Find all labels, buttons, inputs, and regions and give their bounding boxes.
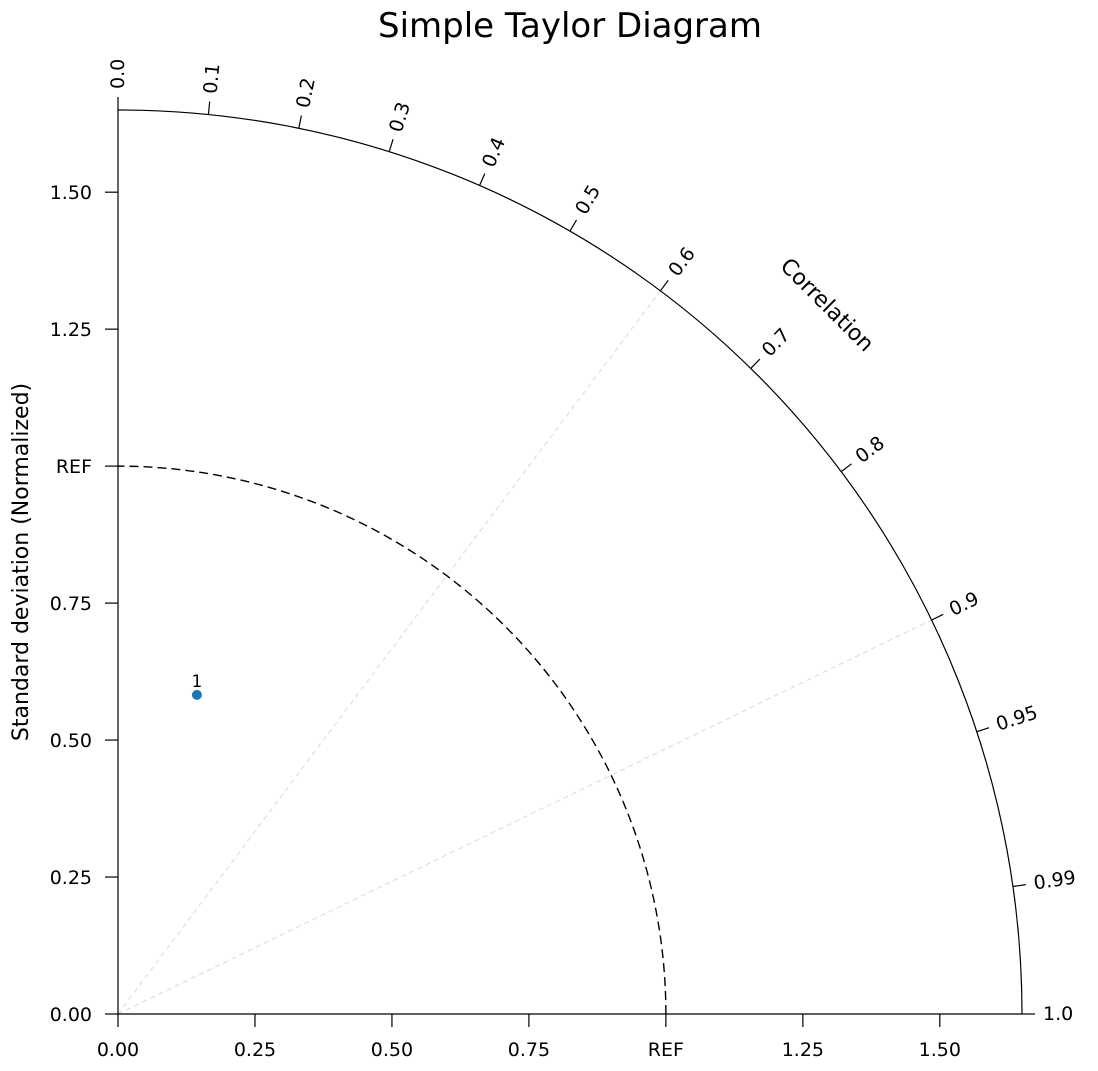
y-axis-label: Standard deviation (Normalized) bbox=[9, 383, 34, 741]
corr-tick-label: 0.7 bbox=[758, 324, 795, 361]
corr-tick-label: 1.0 bbox=[1043, 1003, 1073, 1025]
data-point-label: 1 bbox=[191, 672, 202, 692]
reference-arc bbox=[117, 465, 667, 1015]
y-tick-label: REF bbox=[56, 456, 92, 478]
correlation-gridlines bbox=[117, 290, 932, 1015]
corr-tick-label: 0.95 bbox=[993, 702, 1040, 736]
data-point-marker bbox=[191, 689, 202, 700]
corr-tick-label: 0.99 bbox=[1032, 867, 1077, 895]
std-x-ticks: 0.00 0.25 0.50 0.75 REF 1.25 1.50 bbox=[97, 1014, 961, 1061]
corr-tick-label: 0.9 bbox=[946, 588, 983, 621]
gridline-corr-0.9 bbox=[117, 619, 932, 1015]
corr-tick-label: 0.0 bbox=[107, 59, 129, 89]
corr-tick-mark bbox=[659, 280, 669, 292]
reference-std-arc bbox=[117, 465, 667, 1015]
correlation-ticks: 0.0 0.1 0.2 0.3 0.4 0.5 0.6 0.7 0.8 0.9 0.95 0.99 1.… bbox=[107, 59, 1077, 1025]
corr-tick-label: 0.4 bbox=[478, 134, 510, 170]
corr-tick-mark bbox=[207, 101, 211, 115]
x-tick-label: 0.50 bbox=[371, 1039, 413, 1061]
x-tick-label: 0.75 bbox=[508, 1039, 550, 1061]
x-tick-label: 1.50 bbox=[919, 1039, 961, 1061]
y-tick-label: 1.25 bbox=[50, 319, 92, 341]
corr-tick-label: 0.3 bbox=[385, 99, 415, 134]
gridline-corr-0.6 bbox=[117, 290, 661, 1015]
corr-tick-label: 0.8 bbox=[851, 432, 888, 468]
x-tick-label: 0.00 bbox=[97, 1039, 139, 1061]
x-tick-label: 0.25 bbox=[234, 1039, 276, 1061]
corr-tick-mark bbox=[976, 727, 990, 733]
y-tick-label: 0.50 bbox=[50, 730, 92, 752]
y-tick-label: 1.50 bbox=[50, 182, 92, 204]
data-points: 1 bbox=[191, 672, 202, 700]
corr-tick-mark bbox=[840, 463, 852, 473]
y-tick-label: 0.75 bbox=[50, 593, 92, 615]
diagram-frame bbox=[117, 109, 1023, 1015]
corr-tick-label: 0.6 bbox=[664, 243, 700, 280]
corr-tick-mark bbox=[931, 613, 944, 621]
corr-tick-mark bbox=[388, 139, 394, 152]
corr-tick-label: 0.5 bbox=[571, 181, 605, 218]
x-tick-label: 1.25 bbox=[782, 1039, 824, 1061]
corr-tick-label: 0.1 bbox=[200, 62, 225, 94]
x-tick-label: REF bbox=[648, 1039, 684, 1061]
corr-tick-label: 0.2 bbox=[292, 76, 320, 110]
outer-arc bbox=[117, 109, 1023, 1015]
chart-title: Simple Taylor Diagram bbox=[378, 6, 762, 46]
y-tick-label: 0.00 bbox=[50, 1004, 92, 1026]
corr-tick-mark bbox=[479, 173, 486, 186]
corr-tick-mark bbox=[750, 358, 761, 369]
corr-tick-mark bbox=[1012, 884, 1026, 888]
y-tick-label: 0.25 bbox=[50, 867, 92, 889]
std-y-ticks: 0.00 0.25 0.50 0.75 REF 1.25 1.50 bbox=[50, 182, 118, 1026]
corr-tick-mark bbox=[298, 115, 302, 129]
corr-tick-mark bbox=[569, 219, 578, 232]
